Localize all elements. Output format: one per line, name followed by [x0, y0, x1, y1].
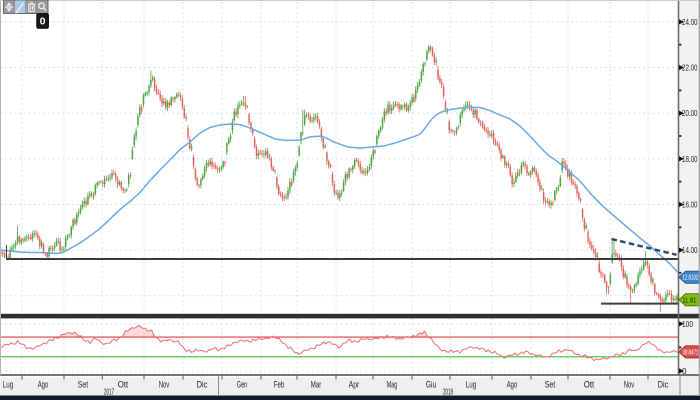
svg-text:12.8102: 12.8102	[682, 275, 698, 282]
svg-text:24.00: 24.00	[682, 17, 698, 27]
svg-text:39.8471: 39.8471	[682, 349, 698, 356]
svg-text:2018: 2018	[443, 387, 453, 397]
svg-text:Set: Set	[545, 380, 556, 390]
svg-text:Apr: Apr	[349, 380, 360, 390]
svg-text:11.81: 11.81	[682, 296, 696, 305]
svg-text:Nov: Nov	[159, 380, 170, 390]
svg-text:100: 100	[682, 319, 693, 329]
svg-text:Gen: Gen	[237, 380, 248, 390]
svg-text:Lug: Lug	[3, 380, 14, 390]
svg-text:Mag: Mag	[387, 380, 398, 390]
svg-text:Ott: Ott	[584, 380, 595, 390]
svg-text:Mar: Mar	[311, 380, 322, 390]
svg-text:Lug: Lug	[466, 380, 477, 390]
svg-text:Giu: Giu	[426, 380, 437, 390]
svg-text:Ott: Ott	[118, 380, 129, 390]
svg-text:Feb: Feb	[274, 380, 285, 390]
svg-text:20.00: 20.00	[682, 108, 698, 118]
svg-text:Ago: Ago	[507, 380, 518, 390]
svg-text:22.00: 22.00	[682, 63, 698, 73]
svg-text:Ago: Ago	[38, 380, 49, 390]
svg-text:Nov: Nov	[624, 380, 635, 390]
svg-text:Dic: Dic	[197, 380, 208, 390]
svg-text:Dic: Dic	[658, 380, 669, 390]
svg-text:2017: 2017	[104, 387, 114, 397]
svg-text:Set: Set	[78, 380, 89, 390]
svg-text:16.00: 16.00	[682, 200, 698, 210]
svg-text:0: 0	[682, 366, 687, 376]
svg-text:18.00: 18.00	[682, 154, 698, 164]
svg-text:14.00: 14.00	[682, 245, 698, 255]
svg-text:0: 0	[40, 16, 46, 28]
